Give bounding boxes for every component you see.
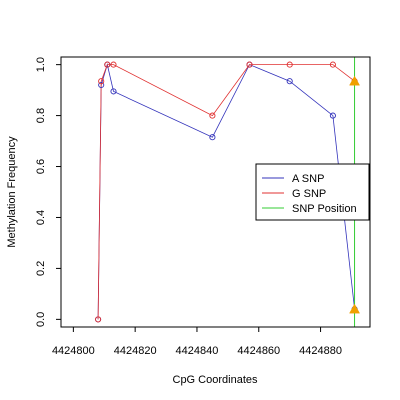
legend-items: A SNP G SNP SNP Position xyxy=(262,173,357,215)
data-point xyxy=(246,61,253,68)
y-tick-label: 0.4 xyxy=(35,210,47,225)
y-tick-label: 1.0 xyxy=(35,57,47,72)
data-point xyxy=(209,112,216,119)
x-tick-label: 4424840 xyxy=(176,345,219,357)
legend-label: G SNP xyxy=(292,188,326,200)
y-axis-label: Methylation Frequency xyxy=(6,136,18,248)
data-point xyxy=(329,61,336,68)
y-tick-label: 0.6 xyxy=(35,159,47,174)
series-line-0 xyxy=(97,63,355,320)
x-axis-label: CpG Coordinates xyxy=(173,374,258,386)
y-tick-label: 0.0 xyxy=(35,312,47,327)
x-tick-label: 4424860 xyxy=(237,345,280,357)
data-point xyxy=(209,134,216,141)
x-axis: 4424800 4424820 4424840 4424860 4424880 xyxy=(52,326,342,357)
series-line-1 xyxy=(97,64,355,320)
snp-marker xyxy=(349,303,360,314)
data-point xyxy=(95,316,102,323)
data-point xyxy=(110,88,117,95)
snp-markers xyxy=(349,75,360,314)
x-tick-label: 4424820 xyxy=(114,345,157,357)
y-axis: 0.0 0.2 0.4 0.6 0.8 1.0 xyxy=(35,57,62,327)
y-tick-label: 0.2 xyxy=(35,261,47,276)
data-point xyxy=(286,78,293,85)
data-point xyxy=(104,61,111,68)
legend-label: A SNP xyxy=(292,173,324,185)
data-point xyxy=(329,112,336,119)
data-point xyxy=(98,78,105,85)
data-point xyxy=(286,61,293,68)
y-tick-label: 0.8 xyxy=(35,108,47,123)
data-point xyxy=(98,81,105,89)
series-lines xyxy=(97,63,355,320)
legend-box xyxy=(255,163,370,221)
legend-label: SNP Position xyxy=(292,203,357,215)
x-tick-label: 4424800 xyxy=(52,345,95,357)
legend: A SNP G SNP SNP Position xyxy=(255,163,370,221)
x-tick-label: 4424880 xyxy=(299,345,342,357)
data-point xyxy=(110,61,117,68)
snp-marker xyxy=(349,75,360,86)
